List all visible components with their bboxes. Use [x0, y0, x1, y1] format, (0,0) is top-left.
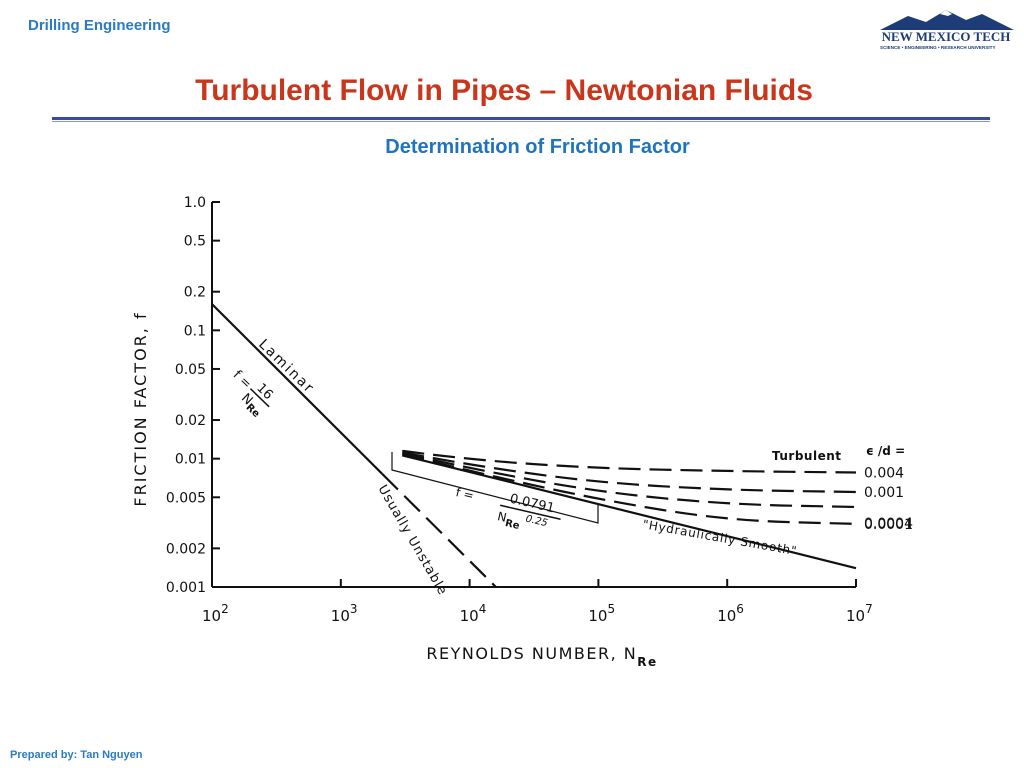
university-logo: NEW MEXICO TECH SCIENCE • ENGINEERING • … — [878, 8, 1018, 54]
roughness-label: 0.0001 — [864, 517, 913, 533]
smooth-label: "Hydraulically Smooth" — [641, 517, 798, 558]
x-tick-label: 103 — [331, 602, 358, 625]
roughness-label: 0.0004 — [864, 516, 913, 532]
title-divider — [52, 117, 990, 120]
roughness-label: 0.001 — [864, 485, 904, 501]
series-line-3 — [402, 453, 857, 525]
x-axis-label-sub: Re — [637, 655, 657, 669]
y-tick-label: 0.5 — [184, 234, 206, 250]
x-tick-label: 105 — [588, 602, 615, 625]
course-label: Drilling Engineering — [28, 17, 171, 34]
x-axis-label: REYNOLDS NUMBER, NRe — [426, 644, 657, 669]
slide-subtitle: Determination of Friction Factor — [385, 136, 690, 158]
series-line-0 — [211, 303, 384, 475]
y-tick-label: 0.02 — [175, 413, 206, 429]
turbulent-label: Turbulent — [772, 449, 842, 463]
slide-title: Turbulent Flow in Pipes – Newtonian Flui… — [195, 74, 813, 107]
prepared-by: Prepared by: Tan Nguyen — [10, 749, 143, 761]
turbulent-eq-f: f = — [454, 485, 475, 503]
y-ticks: 1.0 0.5 0.2 0.1 0.05 0.02 0.01 0.005 0.002 0.001 — [166, 195, 220, 596]
series-line-5 — [402, 451, 857, 494]
series-line-2 — [402, 454, 857, 570]
y-tick-label: 0.005 — [166, 490, 206, 506]
laminar-eq-fraction-bar — [249, 388, 270, 408]
laminar-eq-f: f = — [230, 368, 255, 392]
y-axis-label: FRICTION FACTOR, f — [131, 311, 150, 506]
x-tick-label: 104 — [460, 602, 487, 625]
x-tick-label: 106 — [717, 602, 744, 625]
turbulent-eq-exponent: 0.25 — [525, 514, 549, 530]
turbulent-eq-fraction-bar — [499, 504, 561, 520]
turbulent-eq-bracket — [391, 452, 599, 524]
turbulent-equation: f = 0.0791 NRe 0.25 — [391, 452, 599, 532]
y-tick-label: 1.0 — [184, 195, 206, 211]
x-tick-label: 107 — [846, 602, 873, 625]
chart-axes — [211, 202, 856, 588]
x-axis-label-main: REYNOLDS NUMBER, N — [426, 644, 637, 663]
laminar-eq-numerator: 16 — [253, 381, 275, 403]
y-tick-label: 0.01 — [175, 452, 206, 468]
series-line-4 — [402, 452, 857, 509]
roughness-label: 0.004 — [864, 466, 904, 482]
mountain-logo-icon — [880, 10, 1014, 30]
roughness-header: ϵ /d = — [866, 444, 905, 458]
y-tick-label: 0.001 — [166, 580, 206, 596]
logo-name: NEW MEXICO TECH — [881, 29, 1011, 44]
x-tick-label: 102 — [202, 602, 229, 625]
unstable-label: Usually Unstable — [375, 483, 450, 599]
logo-tagline: SCIENCE • ENGINEERING • RESEARCH UNIVERS… — [880, 45, 996, 50]
turbulent-eq-denominator: NRe — [495, 509, 522, 532]
laminar-equation: f = 16 NRe — [230, 368, 276, 420]
y-tick-label: 0.2 — [184, 285, 206, 301]
series-line-1 — [381, 473, 497, 588]
series-line-6 — [402, 449, 857, 474]
title-divider-thin — [52, 121, 990, 122]
y-tick-label: 0.1 — [184, 323, 206, 339]
x-ticks: 102 103 104 105 106 107 — [202, 579, 873, 625]
y-tick-label: 0.05 — [175, 362, 206, 378]
y-tick-label: 0.002 — [166, 541, 206, 557]
